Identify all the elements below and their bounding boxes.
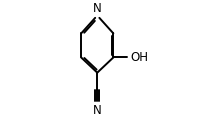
Text: N: N	[93, 2, 102, 15]
Text: OH: OH	[130, 51, 148, 64]
Text: N: N	[93, 104, 102, 117]
